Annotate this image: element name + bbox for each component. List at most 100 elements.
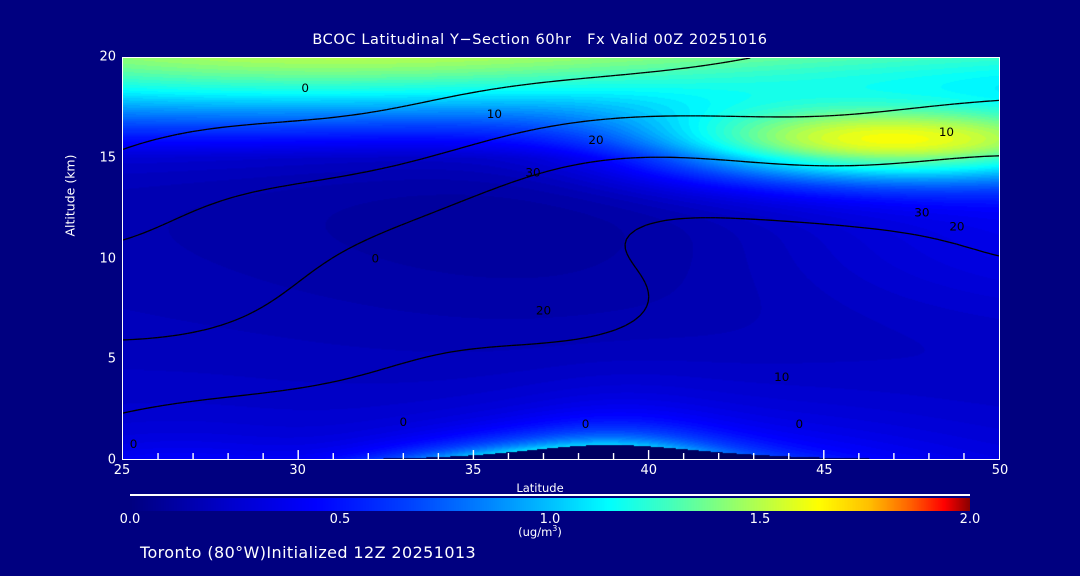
contour-line [526, 83, 532, 86]
contour-line [626, 253, 631, 259]
contour-line [142, 140, 149, 144]
contour-line [605, 330, 611, 334]
colorbar-units: (ug/m3) [0, 524, 1080, 539]
contour-line [555, 79, 562, 82]
contour-line [431, 154, 437, 157]
contour-line [426, 212, 432, 216]
contour-line [481, 140, 487, 143]
contour-line [192, 399, 198, 402]
contour-line [639, 314, 642, 317]
contour-line [628, 258, 632, 261]
contour-line [426, 355, 432, 358]
contour-line [227, 125, 233, 128]
contour-line [123, 238, 126, 241]
contour-line [565, 122, 572, 125]
contour-line [411, 103, 417, 106]
contour-line [745, 58, 751, 60]
contour-line [598, 333, 601, 336]
contour-line [990, 253, 995, 256]
contour-line [511, 85, 517, 88]
contour-line [735, 59, 741, 62]
contour-line [646, 223, 651, 226]
contour-line [909, 107, 915, 110]
contour-line [635, 267, 640, 274]
contour-line [456, 94, 462, 97]
contour-line [336, 253, 340, 256]
contour-line [252, 191, 256, 193]
contour-line [629, 233, 632, 236]
contour-line [336, 175, 343, 178]
contour-line [436, 353, 441, 356]
contour-line [904, 232, 910, 235]
contour-line [954, 242, 957, 245]
contour-line [371, 234, 378, 238]
contour-line [207, 327, 213, 330]
contour-line [526, 129, 532, 132]
contour-line [565, 165, 572, 168]
contour-line [396, 224, 402, 228]
contour-line [914, 233, 920, 237]
contour-line [296, 281, 299, 284]
contour-line [132, 409, 139, 412]
contour-line [172, 217, 179, 221]
contour-line [550, 124, 557, 127]
contour-line [542, 171, 547, 174]
contour-line [322, 117, 328, 120]
contour-line [376, 368, 382, 372]
contour-line [301, 277, 305, 280]
contour-line [406, 104, 412, 107]
contour-line [272, 186, 278, 189]
contour-line [949, 241, 955, 245]
contour-line [560, 123, 567, 126]
contour-line [282, 389, 288, 392]
contour-line [426, 155, 432, 159]
contour-line [306, 272, 312, 276]
contour-line [311, 267, 318, 273]
contour-line [386, 365, 392, 369]
contour-line [292, 387, 298, 390]
contour-line [555, 167, 562, 170]
contour-line [182, 131, 188, 134]
contour-line [376, 167, 382, 171]
contour-line [172, 334, 178, 337]
contour-line [292, 183, 298, 186]
contour-line [914, 106, 920, 109]
contour-line [590, 160, 596, 163]
x-axis-ticks: 25 30 35 40 45 50 [114, 463, 1009, 483]
contour-line [381, 230, 388, 234]
contour-line [630, 229, 637, 235]
contour-line [366, 170, 372, 173]
contour-line [167, 335, 173, 338]
contour-line [610, 329, 615, 332]
contour-line [421, 356, 427, 359]
contour-line [391, 364, 397, 368]
contour-line [147, 229, 152, 232]
contour-line [242, 394, 248, 397]
contour-line [919, 234, 925, 238]
contour-line [481, 89, 487, 92]
contour-line [456, 148, 459, 150]
contour-line [391, 164, 397, 167]
contour-line [341, 248, 348, 253]
contour-line [151, 228, 154, 231]
contour-line [471, 91, 477, 94]
contour-line [267, 187, 273, 190]
contour-line [620, 324, 626, 329]
contour-line [424, 156, 427, 159]
contour-line [192, 210, 195, 213]
contour-line [526, 175, 532, 178]
contour-line [351, 243, 358, 248]
contour-line [471, 195, 475, 199]
contour-line [312, 179, 318, 182]
contour-line [127, 236, 134, 240]
contour-line [690, 66, 696, 69]
contour-line [545, 169, 552, 173]
contour-line [212, 325, 218, 329]
contour-line [416, 216, 422, 220]
contour-line [377, 232, 383, 236]
contour-line [441, 96, 447, 100]
contour-line [162, 135, 168, 139]
contour-line [600, 332, 606, 335]
contour-line [545, 125, 552, 128]
y-axis-label: Altitude (km) [62, 154, 78, 237]
